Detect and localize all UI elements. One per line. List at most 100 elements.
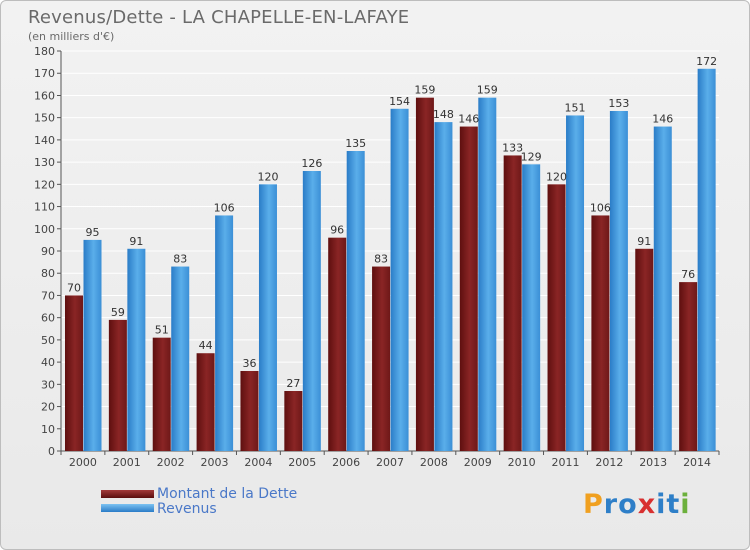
data-label-dette: 59 <box>111 306 125 319</box>
data-label-dette: 91 <box>637 235 651 248</box>
bar-revenus <box>346 151 365 451</box>
chart-title: Revenus/Dette - LA CHAPELLE-EN-LAFAYE <box>28 7 410 28</box>
bar-revenus <box>434 122 453 451</box>
y-tick-label: 90 <box>41 245 55 258</box>
bar-revenus <box>566 115 585 451</box>
x-tick-label: 2000 <box>69 456 97 469</box>
y-tick-label: 80 <box>41 267 55 280</box>
data-label-dette: 36 <box>242 357 256 370</box>
bar-dette <box>635 248 654 451</box>
x-tick-label: 2008 <box>420 456 448 469</box>
bar-dette <box>679 282 698 451</box>
data-label-dette: 106 <box>590 201 611 214</box>
axes: 0 10 20 30 40 50 60 70 80 90 100 110 120 130 140 150 160… <box>34 45 720 469</box>
logo-letter: P <box>583 489 604 520</box>
data-label-dette: 96 <box>330 224 344 237</box>
y-tick-label: 160 <box>34 89 55 102</box>
x-tick-label: 2007 <box>376 456 404 469</box>
data-label-revenus: 126 <box>301 157 322 170</box>
data-label-revenus: 153 <box>608 97 629 110</box>
bar-revenus <box>522 164 541 452</box>
x-tick-label: 2009 <box>464 456 492 469</box>
bar-revenus <box>127 248 146 451</box>
bar-revenus <box>390 108 409 452</box>
data-label-dette: 27 <box>286 377 300 390</box>
data-label-revenus: 154 <box>389 95 410 108</box>
data-label-revenus: 106 <box>214 201 235 214</box>
legend-label-dette: Montant de la Dette <box>157 486 298 502</box>
legend-label-revenus: Revenus <box>157 501 217 517</box>
bar-chart: 0 10 20 30 40 50 60 70 80 90 100 110 120 130 140 150 160… <box>34 45 720 469</box>
x-tick-label: 2002 <box>157 456 185 469</box>
data-label-dette: 70 <box>67 281 81 294</box>
data-label-revenus: 83 <box>173 253 187 266</box>
x-tick-label: 2003 <box>201 456 229 469</box>
y-tick-label: 180 <box>34 45 55 58</box>
bar-dette <box>240 371 259 451</box>
logo-letter: t <box>666 489 681 520</box>
chart-subtitle: (en milliers d'€) <box>28 30 115 43</box>
bar-dette <box>415 97 434 452</box>
bar-revenus <box>653 126 672 452</box>
bar-dette <box>372 266 391 451</box>
data-label-dette: 44 <box>199 339 213 352</box>
data-label-dette: 159 <box>414 84 435 97</box>
data-label-revenus: 129 <box>521 150 542 163</box>
y-tick-label: 40 <box>41 356 55 369</box>
x-tick-label: 2014 <box>683 456 711 469</box>
logo-letter: o <box>618 489 638 520</box>
y-tick-label: 150 <box>34 112 55 125</box>
data-label-revenus: 91 <box>129 235 143 248</box>
bar-revenus <box>215 215 234 451</box>
y-tick-label: 120 <box>34 178 55 191</box>
bar-revenus <box>697 68 716 452</box>
data-label-revenus: 120 <box>257 170 278 183</box>
bar-revenus <box>302 171 321 451</box>
data-label-dette: 146 <box>458 113 479 126</box>
y-tick-label: 60 <box>41 312 55 325</box>
data-label-dette: 133 <box>502 141 523 154</box>
logo-letter: i <box>656 489 667 520</box>
data-label-revenus: 146 <box>652 113 673 126</box>
logo-letter: x <box>637 489 657 520</box>
data-label-revenus: 135 <box>345 137 366 150</box>
y-tick-label: 100 <box>34 223 55 236</box>
y-tick-label: 20 <box>41 401 55 414</box>
x-tick-label: 2006 <box>332 456 360 469</box>
data-label-revenus: 172 <box>696 55 717 68</box>
bar-dette <box>591 215 610 451</box>
y-tick-label: 140 <box>34 134 55 147</box>
bar-dette <box>284 391 303 451</box>
bar-dette <box>108 319 127 451</box>
data-label-revenus: 151 <box>565 101 586 114</box>
bar-revenus <box>609 111 628 451</box>
logo-letter: i <box>680 489 691 520</box>
y-tick-label: 50 <box>41 334 55 347</box>
data-label-dette: 83 <box>374 253 388 266</box>
data-labels: 70 95 59 91 51 83 44 106 36 120 27 126 96 135 83 154 159… <box>67 55 717 390</box>
y-tick-label: 70 <box>41 289 55 302</box>
y-tick-label: 10 <box>41 423 55 436</box>
data-label-revenus: 95 <box>86 226 100 239</box>
bar-dette <box>328 237 347 451</box>
legend-swatch-dette <box>101 490 154 498</box>
bar-revenus <box>478 97 497 452</box>
x-tick-label: 2010 <box>508 456 536 469</box>
x-tick-label: 2013 <box>639 456 667 469</box>
bar-dette <box>503 155 522 451</box>
logo-letter: r <box>603 489 619 520</box>
bar-revenus <box>258 184 277 452</box>
bar-dette <box>196 353 215 451</box>
bar-dette <box>152 337 171 451</box>
bar-dette <box>459 126 478 452</box>
y-tick-label: 130 <box>34 156 55 169</box>
bar-revenus <box>83 239 102 451</box>
legend-swatch-revenus <box>101 504 154 512</box>
data-label-revenus: 148 <box>433 108 454 121</box>
data-label-dette: 120 <box>546 170 567 183</box>
y-tick-label: 30 <box>41 378 55 391</box>
y-tick-label: 0 <box>48 445 55 458</box>
x-tick-label: 2005 <box>288 456 316 469</box>
y-tick-label: 110 <box>34 201 55 214</box>
